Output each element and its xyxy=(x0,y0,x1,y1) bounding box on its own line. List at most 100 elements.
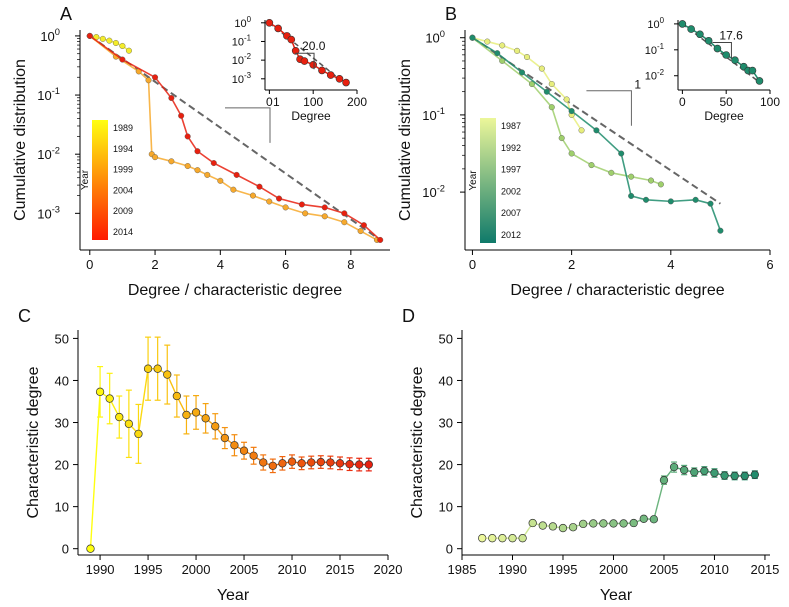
x-tick-label: 0 xyxy=(469,257,476,272)
y-tick-label: 50 xyxy=(55,331,69,346)
y-tick-label: 10 xyxy=(55,500,69,515)
data-point xyxy=(335,459,345,468)
y-tick-label: 50 xyxy=(439,331,453,346)
series-point xyxy=(168,95,175,102)
series-point xyxy=(341,210,348,217)
inset-y-tick-label: 10-2 xyxy=(232,52,251,67)
x-axis-label: Year xyxy=(217,587,250,604)
data-point xyxy=(124,419,134,428)
series-point xyxy=(321,204,328,211)
data-point xyxy=(488,534,497,543)
x-tick-label: 4 xyxy=(217,257,224,272)
colorbar xyxy=(92,120,108,240)
data-point xyxy=(558,523,568,533)
x-tick-label: 2000 xyxy=(182,562,211,577)
data-point xyxy=(700,466,709,476)
y-axis-label: Cumulative distribution xyxy=(12,59,29,221)
colorbar-label: 2002 xyxy=(501,186,521,196)
slope-label: 1 xyxy=(634,78,641,92)
series-point xyxy=(647,177,654,184)
inset-y-tick-label: 100 xyxy=(647,16,664,31)
x-tick-label: 4 xyxy=(667,257,674,272)
data-point xyxy=(249,451,258,460)
data-point xyxy=(364,460,373,469)
series-point xyxy=(528,81,535,88)
inset-point xyxy=(274,24,282,33)
data-point xyxy=(115,412,124,422)
inset-point xyxy=(300,57,309,65)
series-point xyxy=(568,108,575,115)
x-tick-label: 1990 xyxy=(498,562,527,577)
data-point xyxy=(599,519,608,528)
data-point xyxy=(287,457,297,466)
x-tick-label: 1995 xyxy=(549,562,578,577)
colorbar-label: 1994 xyxy=(113,144,133,154)
data-point xyxy=(345,460,354,469)
slope-label: 1 xyxy=(273,95,280,109)
x-tick-label: 2 xyxy=(568,257,575,272)
series-point xyxy=(563,96,570,103)
inset-point xyxy=(318,66,326,75)
series-point xyxy=(548,81,555,88)
x-tick-label: 2000 xyxy=(599,562,628,577)
series-point xyxy=(145,77,152,84)
series-point xyxy=(178,112,185,119)
inset-point xyxy=(713,44,722,53)
y-tick-label: 10-1 xyxy=(422,106,445,123)
data-point xyxy=(609,519,618,528)
data-point xyxy=(659,475,669,485)
x-tick-label: 1985 xyxy=(448,562,477,577)
colorbar-label: 1997 xyxy=(501,165,521,175)
y-tick-label: 10-1 xyxy=(37,86,60,103)
series-line-2 xyxy=(89,35,381,241)
data-point xyxy=(568,523,578,532)
y-axis-label: Characteristic degree xyxy=(25,366,42,518)
colorbar-label: 2004 xyxy=(113,185,133,195)
data-point xyxy=(201,414,210,423)
series-point xyxy=(119,56,126,63)
series-point xyxy=(523,54,530,61)
panel-a: A 0 2 4 6 8 100 10-1 10-2 10-3 Degree / characteri… xyxy=(12,4,390,299)
data-point xyxy=(297,459,306,468)
inset-point xyxy=(704,36,713,45)
data-point xyxy=(220,433,229,443)
series-point xyxy=(152,154,159,161)
colorbar-label: 1992 xyxy=(501,143,521,153)
inset-point xyxy=(678,20,687,28)
panel-letter: A xyxy=(60,4,72,24)
data-point xyxy=(498,534,507,543)
inset-point xyxy=(326,71,335,79)
series-point xyxy=(499,57,506,64)
x-tick-label: 6 xyxy=(282,257,289,272)
y-tick-label: 10-3 xyxy=(37,204,60,221)
series-line-1 xyxy=(89,35,378,241)
data-point xyxy=(740,471,749,481)
panel-c: C 1990 1995 2000 2005 2010 2015 2020 0 10 20 30 40 50… xyxy=(18,306,402,604)
inset-y-tick-label: 10-3 xyxy=(232,71,252,86)
data-point xyxy=(182,410,191,420)
series-point xyxy=(494,50,501,57)
x-tick-label: 2015 xyxy=(750,562,779,577)
data-point xyxy=(172,391,182,401)
inset-slope-triangle xyxy=(295,52,315,70)
data-point xyxy=(508,534,517,543)
y-tick-label: 20 xyxy=(439,458,453,473)
series-point xyxy=(707,200,714,207)
inset-point xyxy=(342,78,350,87)
data-point xyxy=(629,518,638,528)
data-point xyxy=(163,370,172,379)
colorbar-label: 2012 xyxy=(501,230,521,240)
colorbar-label: 1987 xyxy=(501,121,521,131)
series-point xyxy=(568,150,575,157)
x-axis-label: Year xyxy=(600,587,633,604)
x-tick-label: 1995 xyxy=(134,562,163,577)
series-point xyxy=(643,196,650,203)
data-point xyxy=(316,457,325,467)
data-point xyxy=(750,470,760,479)
series-point xyxy=(377,236,384,243)
data-point xyxy=(478,534,487,543)
series-point xyxy=(469,34,476,41)
x-tick-label: 1990 xyxy=(86,562,115,577)
colorbar-title: Year xyxy=(468,170,479,191)
data-point xyxy=(589,519,598,528)
